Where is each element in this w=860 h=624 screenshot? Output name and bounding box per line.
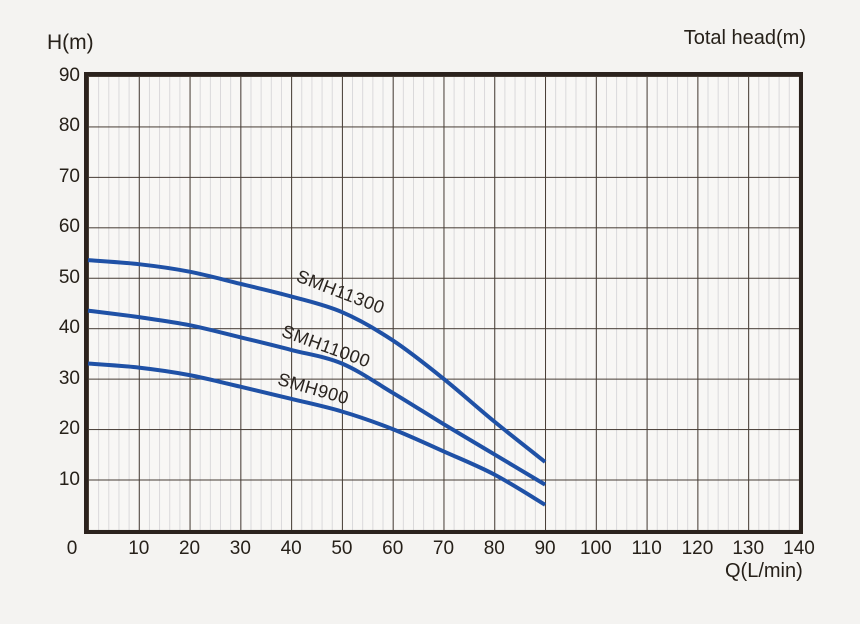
curve-smh11000 [87, 308, 547, 487]
y-tick-label: 30 [58, 367, 80, 389]
x-tick-label: 80 [483, 538, 505, 559]
plot-frame [84, 72, 803, 534]
x-axis-title: Q(L/min) [725, 560, 803, 582]
y-tick-label: 60 [58, 216, 80, 238]
curve-smh11300 [87, 258, 547, 464]
plot-grid [88, 76, 799, 530]
y-tick-label: 50 [58, 266, 80, 288]
x-tick-label: 100 [579, 538, 612, 559]
x-tick-label: 130 [732, 538, 765, 559]
x-tick-label: 70 [432, 538, 455, 559]
x-tick-label: 10 [128, 538, 150, 559]
y-tick-label: 80 [58, 115, 80, 137]
pump-curves-svg [87, 258, 547, 507]
origin-tick-label: 0 [66, 538, 78, 559]
y-tick-label: 70 [58, 165, 80, 187]
y-axis-title: H(m) [47, 31, 94, 54]
x-tick-label: 90 [534, 538, 556, 559]
x-tick-label: 40 [280, 538, 302, 559]
x-tick-label: 140 [783, 538, 815, 559]
x-tick-label: 20 [178, 538, 201, 559]
y-tick-label: 10 [58, 468, 80, 490]
y-tick-label: 40 [58, 317, 80, 339]
right-axis-title: Total head(m) [683, 27, 806, 49]
x-tick-label: 110 [631, 538, 662, 559]
y-tick-label: 90 [58, 65, 80, 86]
curve-smh900 [87, 361, 547, 507]
x-tick-label: 50 [331, 538, 353, 559]
x-tick-label: 120 [681, 538, 714, 559]
x-tick-label: 30 [229, 538, 251, 559]
x-tick-label: 60 [382, 538, 404, 559]
y-tick-label: 20 [58, 418, 80, 440]
